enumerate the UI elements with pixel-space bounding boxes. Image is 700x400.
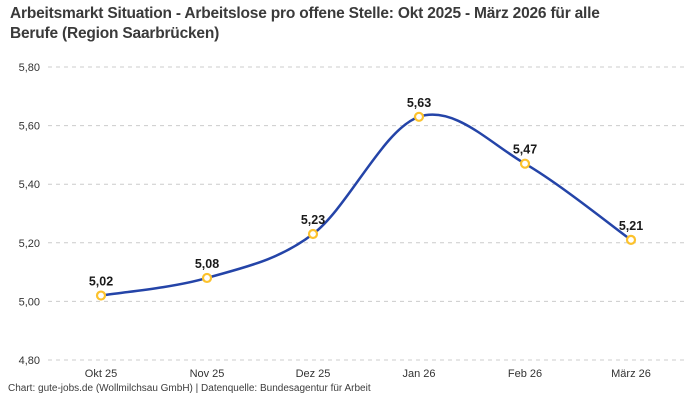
x-axis-tick-label: März 26 <box>611 368 651 380</box>
data-point-value-label: 5,02 <box>89 275 113 289</box>
x-axis-tick-label: Jan 26 <box>402 368 435 380</box>
data-point-value-label: 5,47 <box>513 143 537 157</box>
y-axis-tick-label: 5,60 <box>19 121 40 133</box>
data-point-marker <box>201 272 213 284</box>
chart-credit: Chart: gute-jobs.de (Wollmilchsau GmbH) … <box>8 383 371 394</box>
y-axis-tick-label: 5,80 <box>19 62 40 74</box>
y-axis-tick-label: 5,20 <box>19 238 40 250</box>
x-axis-tick-label: Dez 25 <box>296 368 331 380</box>
chart-title: Arbeitsmarkt Situation - Arbeitslose pro… <box>10 5 600 42</box>
data-point-value-label: 5,63 <box>407 96 431 110</box>
x-axis-tick-label: Okt 25 <box>85 368 117 380</box>
data-point-value-label: 5,23 <box>301 213 325 227</box>
y-axis-tick-label: 5,00 <box>19 296 40 308</box>
y-axis-tick-label: 4,80 <box>19 355 40 367</box>
data-point-marker <box>413 111 425 122</box>
data-point-marker <box>519 158 531 169</box>
x-axis-tick-label: Feb 26 <box>508 368 542 380</box>
data-point-marker <box>625 234 637 245</box>
data-point-marker <box>307 228 319 240</box>
data-line <box>99 113 633 297</box>
y-axis-tick-label: 5,40 <box>19 179 40 191</box>
x-axis-tick-label: Nov 25 <box>190 368 225 380</box>
data-point-marker <box>95 290 107 301</box>
data-point-value-label: 5,21 <box>619 219 643 233</box>
data-point-value-label: 5,08 <box>195 257 219 271</box>
